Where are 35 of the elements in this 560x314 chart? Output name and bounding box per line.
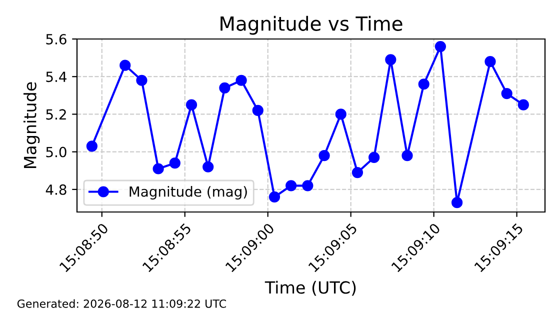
point [236, 74, 247, 86]
point [368, 152, 380, 164]
point [169, 158, 180, 169]
y-tick-label: 5.6 [46, 34, 66, 44]
point [186, 99, 198, 110]
y-tick-label: 5.4 [46, 72, 66, 82]
point [484, 56, 496, 68]
legend-label: Magnitude (mag) [130, 186, 247, 200]
point [385, 54, 396, 66]
y-tick-label: 4.8 [46, 184, 66, 195]
point [451, 197, 463, 208]
point [86, 140, 98, 152]
point [352, 166, 364, 178]
point [202, 161, 214, 172]
y-tick-label: 5.2 [46, 109, 66, 120]
x-axis-title: Time (UTC) [264, 280, 356, 296]
point [286, 180, 297, 192]
text: Generated: 2026-08-12 11:09:22 UTC [17, 299, 226, 308]
point [418, 78, 430, 90]
chart-title: Magnitude vs Time [220, 16, 402, 35]
point [434, 40, 446, 52]
point [302, 180, 314, 192]
point [152, 163, 164, 174]
y-axis-title: Magnitude [24, 82, 40, 168]
point [252, 104, 264, 116]
point [318, 150, 330, 162]
point [501, 88, 512, 100]
point [402, 150, 413, 162]
y-tick-label: 5.0 [46, 146, 66, 158]
point [335, 108, 346, 120]
point [136, 74, 148, 86]
point [120, 60, 131, 71]
point [518, 99, 529, 110]
point [219, 82, 230, 94]
point [268, 191, 280, 203]
